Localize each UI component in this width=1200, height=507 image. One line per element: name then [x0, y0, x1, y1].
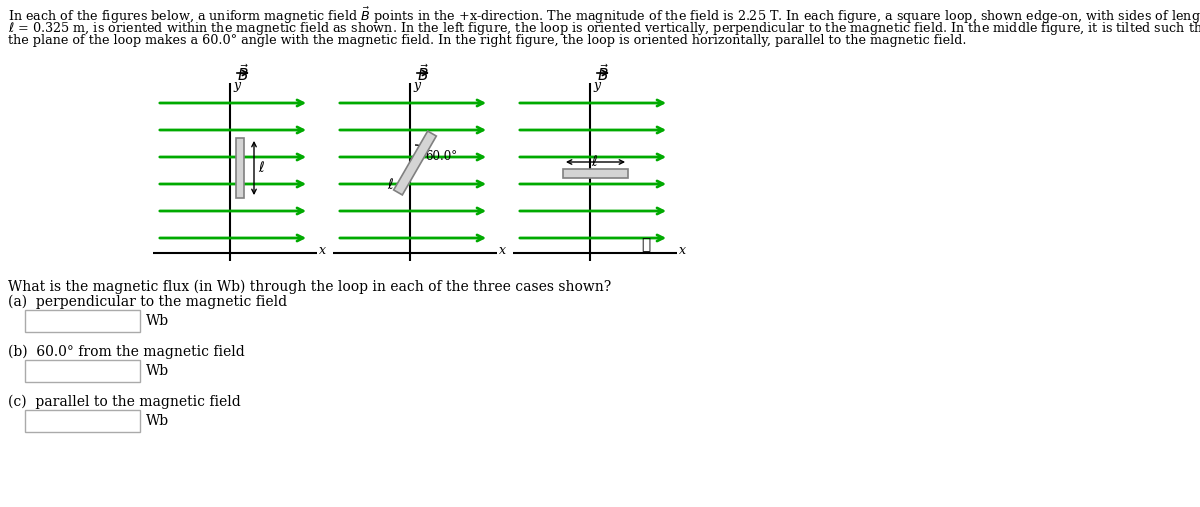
Text: $\vec{B}$: $\vec{B}$ — [236, 63, 250, 84]
Text: y: y — [233, 79, 240, 92]
Bar — [563, 169, 628, 178]
Text: x: x — [499, 243, 506, 257]
Polygon shape — [394, 131, 437, 195]
Text: What is the magnetic flux (in Wb) through the loop in each of the three cases sh: What is the magnetic flux (in Wb) throug… — [8, 280, 611, 295]
Text: $\vec{B}$: $\vec{B}$ — [416, 63, 430, 84]
Text: y: y — [593, 79, 600, 92]
Bar — [25, 410, 140, 432]
Bar — [25, 310, 140, 332]
Text: $\ell$: $\ell$ — [592, 154, 599, 169]
Text: (a)  perpendicular to the magnetic field: (a) perpendicular to the magnetic field — [8, 295, 287, 309]
Text: $\vec{B}$: $\vec{B}$ — [596, 63, 610, 84]
Text: (b)  60.0° from the magnetic field: (b) 60.0° from the magnetic field — [8, 345, 245, 359]
Text: $\ell$: $\ell$ — [386, 177, 394, 193]
Bar — [25, 360, 140, 382]
Text: ⓘ: ⓘ — [642, 237, 650, 252]
Text: y: y — [413, 79, 420, 92]
Text: x: x — [679, 243, 686, 257]
Text: In each of the figures below, a uniform magnetic field $\vec{B}$ points in the +: In each of the figures below, a uniform … — [8, 6, 1200, 26]
Text: 60.0°: 60.0° — [425, 151, 457, 163]
Bar — [236, 138, 244, 198]
Text: the plane of the loop makes a 60.0° angle with the magnetic field. In the right : the plane of the loop makes a 60.0° angl… — [8, 34, 966, 47]
Text: (c)  parallel to the magnetic field: (c) parallel to the magnetic field — [8, 395, 241, 409]
Text: x: x — [319, 243, 326, 257]
Text: Wb: Wb — [146, 314, 169, 328]
Text: $\ell$ = 0.325 m, is oriented within the magnetic field as shown. In the left fi: $\ell$ = 0.325 m, is oriented within the… — [8, 20, 1200, 37]
Text: Wb: Wb — [146, 364, 169, 378]
Text: $\ell$: $\ell$ — [258, 161, 265, 175]
Text: Wb: Wb — [146, 414, 169, 428]
